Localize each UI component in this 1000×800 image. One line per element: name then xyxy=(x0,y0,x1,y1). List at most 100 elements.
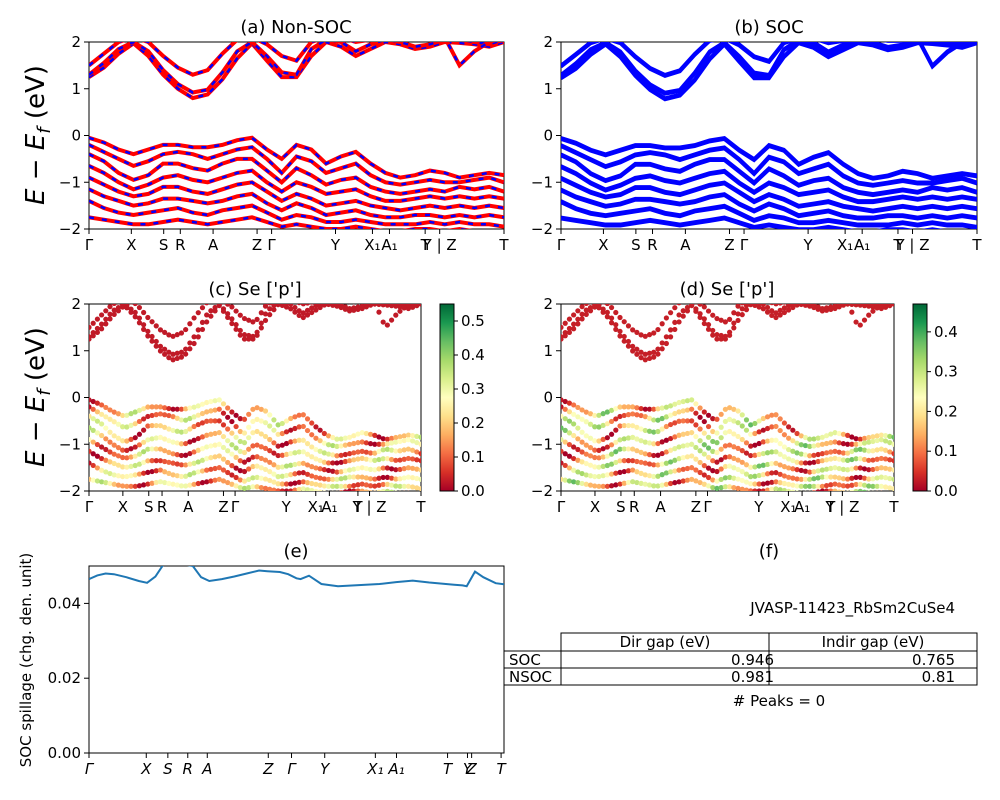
x-tick-label: Γ xyxy=(557,498,566,516)
projection-point xyxy=(355,440,361,446)
projection-point xyxy=(376,304,382,308)
projection-point xyxy=(621,412,627,419)
projection-point xyxy=(237,327,243,334)
projection-point xyxy=(342,435,348,441)
band-line-overlay xyxy=(89,216,468,229)
projection-point xyxy=(845,457,851,463)
projection-point xyxy=(132,314,138,320)
projection-point xyxy=(760,415,766,422)
projection-point xyxy=(651,473,657,480)
projection-point xyxy=(317,482,323,488)
projection-point xyxy=(136,431,143,437)
projection-point xyxy=(304,480,311,486)
projection-point xyxy=(739,306,745,312)
projection-point xyxy=(187,415,193,422)
projection-point xyxy=(836,489,842,491)
projection-point xyxy=(760,462,766,468)
projection-point xyxy=(642,357,648,363)
projection-point xyxy=(199,319,206,326)
x-tick-label: Z xyxy=(252,236,262,254)
projection-point xyxy=(296,470,302,476)
projection-point xyxy=(275,488,281,491)
projection-point xyxy=(832,439,838,445)
projection-point xyxy=(208,478,214,484)
projection-point xyxy=(187,340,193,346)
projection-point xyxy=(124,455,130,461)
projection-point xyxy=(304,307,311,313)
projection-point xyxy=(145,481,151,487)
band-line-overlay xyxy=(89,136,504,179)
projection-point xyxy=(596,464,602,470)
projection-point xyxy=(279,473,285,479)
projection-point xyxy=(120,454,126,461)
projection-point xyxy=(857,436,863,442)
projection-point xyxy=(735,408,741,414)
projection-point xyxy=(731,444,737,450)
projection-point xyxy=(94,400,101,406)
projection-point xyxy=(697,426,703,432)
projection-point xyxy=(157,411,164,417)
projection-point xyxy=(183,346,189,352)
projection-point xyxy=(241,485,248,491)
projection-point xyxy=(191,334,197,340)
projection-point xyxy=(841,297,846,302)
projection-point xyxy=(861,466,868,472)
projection-point xyxy=(642,439,648,445)
projection-point xyxy=(111,481,117,487)
projection-point xyxy=(233,474,239,481)
projection-point xyxy=(195,435,201,442)
projection-point xyxy=(840,457,847,463)
projection-point xyxy=(608,431,615,437)
projection-point xyxy=(571,321,577,327)
projection-point xyxy=(891,434,894,440)
projection-point xyxy=(790,482,796,488)
projection-point xyxy=(710,468,716,474)
projection-point xyxy=(874,475,880,481)
projection-point xyxy=(170,460,176,466)
projection-point xyxy=(136,315,143,321)
projection-point xyxy=(748,481,754,487)
projection-point xyxy=(760,427,766,433)
projection-point xyxy=(288,481,294,487)
projection-point xyxy=(701,430,707,436)
projection-point xyxy=(748,422,754,428)
projection-point xyxy=(166,412,172,419)
projection-point xyxy=(267,423,273,429)
projection-point xyxy=(389,304,394,306)
projection-point xyxy=(418,458,421,464)
projection-point xyxy=(405,437,411,443)
gap-table: Dir gap (eV) Indir gap (eV) SOC 0.946 0.… xyxy=(503,632,978,686)
projection-point xyxy=(409,447,416,453)
projection-point xyxy=(90,320,96,326)
projection-point xyxy=(891,476,894,482)
projection-point xyxy=(596,447,602,453)
material-id: JVASP-11423_RbSm2CuSe4 xyxy=(749,599,955,618)
projection-point xyxy=(630,479,636,485)
projection-point xyxy=(178,483,185,489)
projection-point xyxy=(748,464,754,470)
projection-point xyxy=(183,326,189,333)
projection-point xyxy=(376,448,382,455)
projection-point xyxy=(756,481,762,487)
projection-point xyxy=(887,485,893,491)
projection-point xyxy=(199,445,206,452)
projection-point xyxy=(220,467,227,473)
projection-point xyxy=(722,443,728,449)
projection-point xyxy=(786,446,792,453)
projection-point xyxy=(99,479,105,485)
projection-point xyxy=(769,312,775,319)
colorbar-tick-label: 0.3 xyxy=(461,380,485,398)
projection-point xyxy=(183,452,189,458)
projection-point xyxy=(141,427,147,433)
projection-point xyxy=(191,481,197,487)
projection-point xyxy=(300,479,306,485)
projection-point xyxy=(667,421,674,428)
projection-point xyxy=(680,418,686,424)
projection-point xyxy=(566,430,573,436)
projection-point xyxy=(731,455,737,462)
projection-point xyxy=(646,482,653,488)
projection-point xyxy=(153,458,159,464)
projection-point xyxy=(157,423,164,429)
projection-point xyxy=(773,310,779,316)
x-tick-label: T xyxy=(420,236,431,254)
